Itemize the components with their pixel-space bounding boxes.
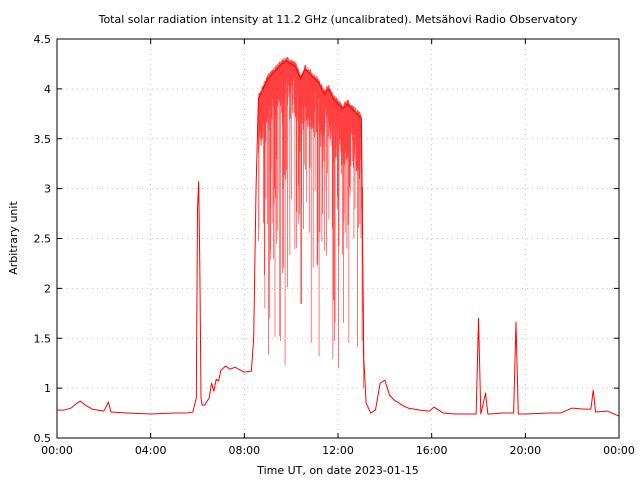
y-tick-label: 3.5: [34, 133, 52, 146]
x-tick-label: 00:00: [603, 444, 635, 457]
y-tick-label: 4: [44, 83, 51, 96]
y-axis-label: Arbitrary unit: [7, 201, 20, 275]
y-tick-label: 2.5: [34, 233, 52, 246]
axis-ticks: 0.5 1 1.5 2 2.5 3 3.5 4 4.5 00:00 04:00 08:00 12:00 1…: [34, 33, 635, 457]
grid: [57, 39, 619, 438]
x-axis-label: Time UT, on date 2023-01-15: [256, 464, 419, 477]
y-tick-label: 3: [44, 183, 51, 196]
series-layer: [57, 56, 620, 417]
x-tick-label: 00:00: [41, 444, 73, 457]
x-tick-label: 16:00: [416, 444, 448, 457]
y-tick-label: 2: [44, 282, 51, 295]
chart-title: Total solar radiation intensity at 11.2 …: [98, 13, 578, 26]
x-tick-label: 20:00: [509, 444, 541, 457]
x-tick-label: 12:00: [322, 444, 354, 457]
y-tick-label: 4.5: [34, 33, 52, 46]
series-fluctuation: [258, 56, 364, 389]
y-tick-label: 1: [44, 382, 51, 395]
x-tick-label: 04:00: [135, 444, 167, 457]
x-tick-label: 08:00: [228, 444, 260, 457]
y-tick-label: 1.5: [34, 332, 52, 345]
y-tick-label: 0.5: [34, 432, 52, 445]
